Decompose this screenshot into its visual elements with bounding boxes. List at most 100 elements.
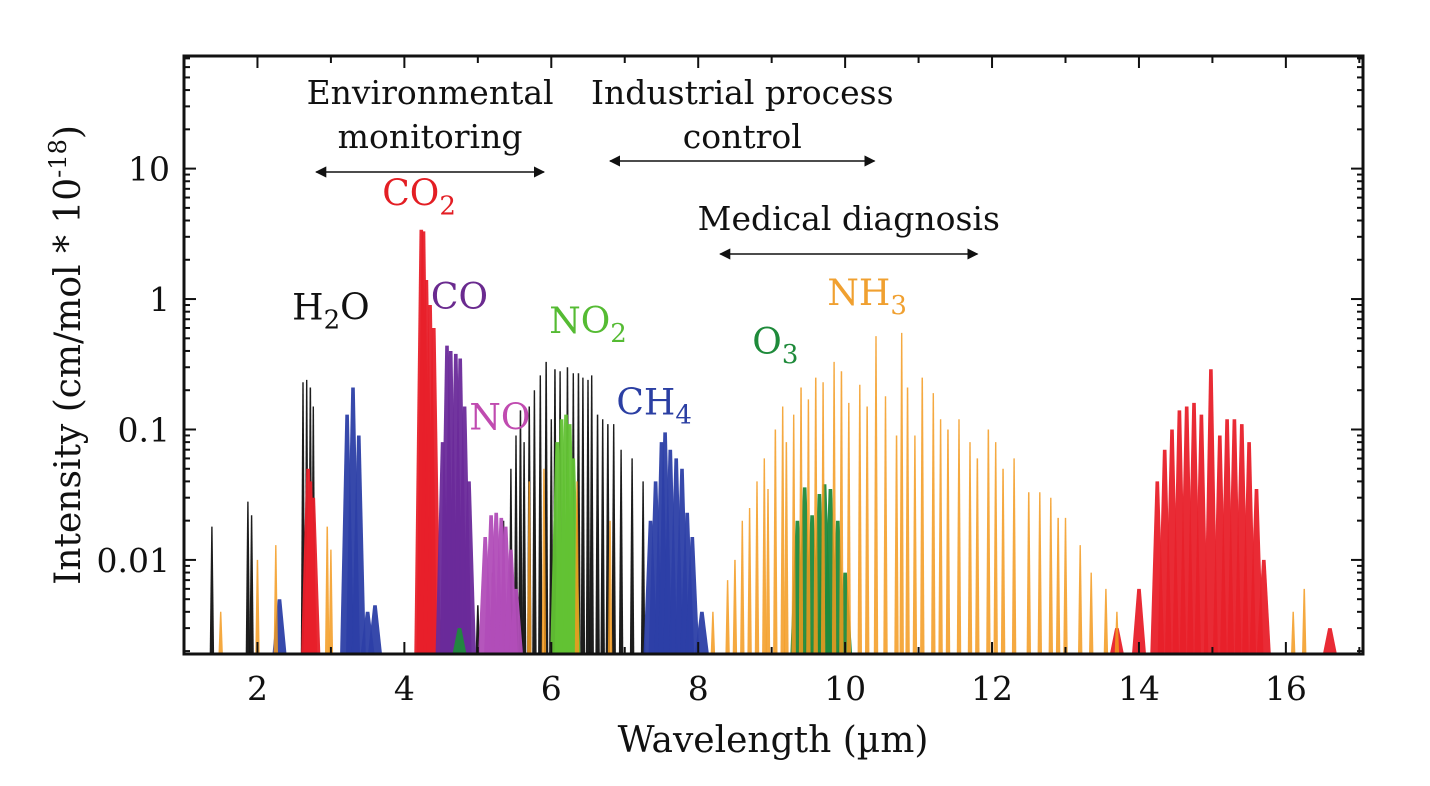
series-co	[435, 345, 476, 654]
application-medical-diagnosis: Medical diagnosis	[698, 199, 1000, 260]
spectral-line	[894, 435, 899, 654]
molecule-label-h2o: H2O	[292, 287, 369, 335]
spectral-line	[611, 424, 616, 654]
spectral-line	[351, 435, 366, 654]
spectral-line	[1194, 414, 1209, 654]
molecule-labels: H2O CO2 CO NO NO2 CH4 O3 NH3	[292, 174, 907, 439]
spectral-line	[732, 559, 738, 654]
application-annotations: Environmental monitoring Industrial proc…	[307, 73, 1000, 260]
spectral-line	[820, 382, 826, 654]
spectral-line	[1256, 559, 1271, 654]
spectral-line	[629, 458, 635, 654]
spectral-line	[328, 549, 334, 654]
spectral-line	[640, 481, 646, 654]
spectral-line	[589, 375, 594, 654]
x-tick-label: 2	[247, 669, 268, 708]
spectral-line	[931, 393, 936, 654]
application-label: control	[683, 117, 802, 156]
spectral-line	[368, 605, 382, 654]
spectral-line	[905, 387, 910, 654]
spectral-line	[585, 379, 591, 654]
spectral-line	[1000, 468, 1006, 654]
spectral-line	[899, 332, 904, 654]
molecule-label-o3: O3	[752, 322, 798, 370]
spectral-line	[618, 449, 624, 654]
spectral-line	[865, 406, 870, 654]
y-tick-label: 10	[128, 150, 170, 189]
spectral-line	[791, 414, 796, 654]
spectral-line	[452, 628, 467, 654]
spectral-line	[725, 580, 730, 654]
spectral-line	[249, 515, 254, 654]
spectral-line	[912, 435, 918, 654]
series-no	[478, 512, 523, 654]
y-axis-title-suffix: )	[48, 125, 89, 139]
spectral-line	[831, 361, 837, 654]
spectral-line	[710, 611, 716, 654]
spectral-line	[740, 520, 745, 654]
spectral-line	[1302, 588, 1307, 654]
y-axis-title-exponent: -18	[44, 139, 72, 178]
spectral-line	[945, 429, 951, 654]
x-tick-label: 6	[541, 669, 562, 708]
application-label-line: Industrial process	[591, 73, 894, 112]
y-tick-label: 1	[149, 280, 170, 319]
y-tick-label: 0.01	[97, 541, 170, 580]
spectral-line	[975, 458, 980, 654]
spectral-line	[1103, 588, 1109, 654]
application-label-line: monitoring	[338, 117, 523, 156]
application-label-line: Medical diagnosis	[698, 199, 1000, 238]
spectral-line	[1063, 517, 1068, 654]
application-label: Industrial process	[591, 73, 894, 112]
spectral-line	[574, 481, 580, 654]
spectral-line	[426, 328, 441, 654]
spectral-line	[1203, 369, 1218, 654]
x-tick-label: 16	[1265, 669, 1307, 708]
x-tick-label: 4	[394, 669, 415, 708]
x-tick-label: 8	[688, 669, 709, 708]
spectral-line	[521, 442, 527, 654]
spectral-line	[938, 419, 943, 654]
spectral-line	[509, 588, 523, 654]
series-co2	[301, 229, 1337, 654]
spectral-line	[1322, 628, 1337, 654]
application-label-line: control	[683, 117, 802, 156]
molecule-label-co: CO	[431, 277, 488, 318]
molecule-label-no: NO	[469, 397, 530, 438]
spectral-line	[920, 377, 925, 654]
x-axis-title: Wavelength (µm)	[618, 720, 929, 761]
y-axis-title-main: Intensity (cm/mol * 10	[48, 178, 89, 585]
spectral-line	[956, 419, 962, 654]
spectral-lines	[209, 229, 1337, 654]
x-tick-labels: 2 4 6 8 10 12 14 16	[247, 669, 1307, 708]
spectral-line	[1132, 588, 1146, 654]
spectral-line	[1037, 492, 1042, 654]
y-axis-title: Intensity (cm/mol * 10-18)	[44, 125, 89, 585]
application-label: monitoring	[338, 117, 523, 156]
spectral-line	[1114, 611, 1120, 654]
spectral-line	[306, 497, 321, 654]
spectral-line	[685, 537, 700, 654]
spectral-line	[780, 406, 785, 654]
application-environmental-monitoring: Environmental monitoring	[307, 73, 554, 178]
spectral-line	[580, 377, 586, 654]
application-label-line: Environmental	[307, 73, 554, 112]
application-industrial-process-control: Industrial process control	[591, 73, 894, 167]
spectral-line	[747, 508, 752, 654]
spectral-line	[773, 429, 778, 654]
x-tick-label: 14	[1118, 669, 1160, 708]
spectral-line	[527, 481, 532, 654]
spectral-line	[462, 481, 476, 654]
y-tick-label: 0.1	[118, 410, 170, 449]
molecule-label-no2: NO2	[549, 301, 627, 349]
spectral-line	[993, 442, 998, 654]
spectral-line	[813, 377, 818, 654]
plot-frame	[182, 54, 1365, 656]
spectral-line	[541, 468, 547, 654]
spectral-line	[857, 384, 862, 654]
axis-ticks	[184, 56, 1363, 654]
spectral-line	[846, 402, 851, 654]
spectral-line	[255, 559, 260, 654]
spectral-line	[806, 399, 811, 654]
spectral-line	[1078, 545, 1083, 654]
